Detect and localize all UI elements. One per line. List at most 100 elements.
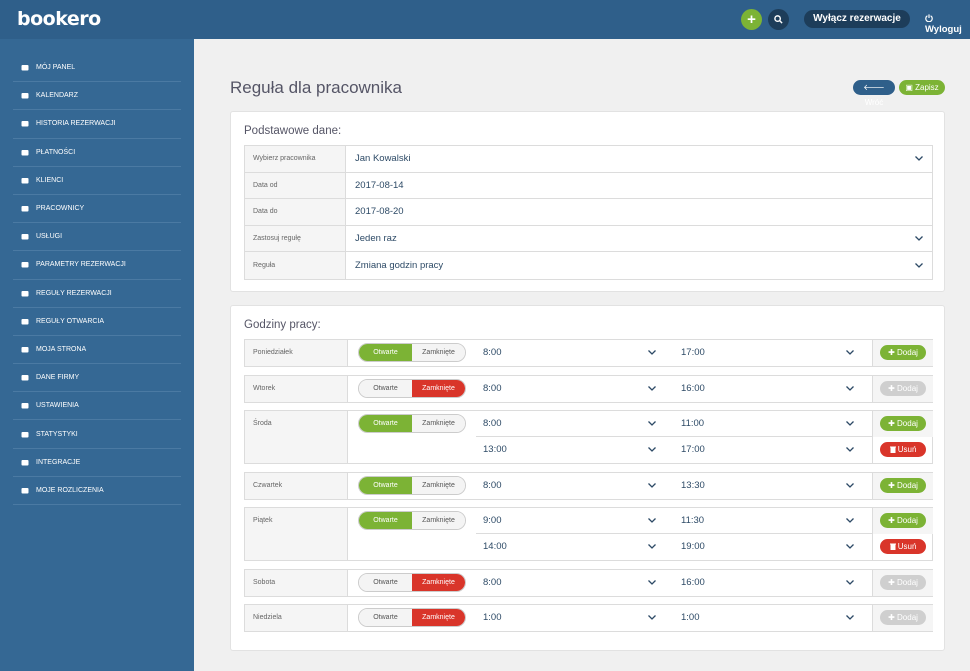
time-to-select[interactable]: 16:00 (674, 376, 860, 402)
add-slot-button[interactable]: ✚ Dodaj (880, 478, 926, 493)
sidebar-item[interactable]: STATYSTYKI (13, 420, 181, 449)
time-slot: 13:00 17:00 (476, 437, 872, 463)
form-input[interactable]: 2017-08-20 (346, 199, 932, 225)
time-to-select[interactable]: 11:30 (674, 508, 860, 534)
sidebar-item[interactable]: MÓJ PANEL (13, 54, 181, 83)
open-option[interactable]: Otwarte (359, 380, 412, 397)
app-logo[interactable]: bookero (17, 8, 101, 30)
time-to-select[interactable]: 17:00 (674, 340, 860, 366)
add-slot-button[interactable]: ✚ Dodaj (880, 381, 926, 396)
time-to-select[interactable]: 1:00 (674, 605, 860, 631)
form-input[interactable]: 2017-08-14 (346, 173, 932, 199)
time-value: 17:00 (681, 347, 705, 358)
search-button[interactable] (768, 9, 789, 30)
time-from-select[interactable]: 8:00 (476, 376, 662, 402)
closed-option[interactable]: Zamknięte (412, 609, 465, 626)
closed-option[interactable]: Zamknięte (412, 477, 465, 494)
time-from-select[interactable]: 8:00 (476, 570, 662, 596)
sidebar-item[interactable]: PARAMETRY REZERWACJI (13, 251, 181, 280)
credit-card-icon (21, 149, 29, 156)
time-to-select[interactable]: 16:00 (674, 570, 860, 596)
closed-option[interactable]: Zamknięte (412, 574, 465, 591)
sidebar-item[interactable]: DANE FIRMY (13, 364, 181, 393)
form-value-text: Zmiana godzin pracy (355, 260, 444, 272)
closed-option[interactable]: Zamknięte (412, 380, 465, 397)
add-slot-button[interactable]: ✚ Dodaj (880, 513, 926, 528)
chevron-down-icon (846, 386, 854, 391)
logout-button[interactable]: Wyloguj (925, 13, 970, 35)
time-from-select[interactable]: 14:00 (476, 534, 662, 560)
time-from-select[interactable]: 1:00 (476, 605, 662, 631)
open-closed-toggle[interactable]: Otwarte Zamknięte (358, 608, 466, 627)
time-from-select[interactable]: 9:00 (476, 508, 662, 534)
time-to-select[interactable]: 13:30 (674, 473, 860, 499)
cubes-icon (21, 233, 29, 240)
remove-slot-button[interactable]: Usuń (880, 539, 926, 554)
time-to-select[interactable]: 19:00 (674, 534, 860, 560)
save-button[interactable]: ▣ Zapisz (899, 80, 945, 95)
sidebar-item-label: DANE FIRMY (36, 374, 80, 382)
chevron-down-icon (915, 262, 923, 268)
remove-slot-button[interactable]: Usuń (880, 442, 926, 457)
open-option[interactable]: Otwarte (359, 415, 412, 432)
add-slot-button[interactable]: ✚ Dodaj (880, 345, 926, 360)
form-select[interactable]: Zmiana godzin pracy (346, 252, 932, 279)
time-to-select[interactable]: 11:00 (674, 411, 860, 437)
time-from-select[interactable]: 8:00 (476, 473, 662, 499)
form-select[interactable]: Jan Kowalski (346, 146, 932, 172)
time-from-select[interactable]: 13:00 (476, 437, 662, 463)
form-row: Data do 2017-08-20 (245, 199, 932, 226)
sidebar-item[interactable]: KLIENCI (13, 167, 181, 195)
sidebar-item[interactable]: MOJA STRONA (13, 336, 181, 365)
sidebar-item[interactable]: HISTORIA REZERWACJI (13, 110, 181, 139)
day-row: Piątek Otwarte Zamknięte 9:00 11:30 ✚ Dodaj 14… (244, 507, 933, 561)
closed-option[interactable]: Zamknięte (412, 512, 465, 529)
sidebar-item-label: REGUŁY OTWARCIA (36, 317, 105, 325)
time-value: 8:00 (483, 418, 502, 429)
time-from-select[interactable]: 8:00 (476, 411, 662, 437)
closed-option[interactable]: Zamknięte (412, 344, 465, 361)
open-option[interactable]: Otwarte (359, 574, 412, 591)
form-select[interactable]: Jeden raz (346, 226, 932, 252)
open-closed-toggle[interactable]: Otwarte Zamknięte (358, 414, 466, 433)
open-closed-toggle[interactable]: Otwarte Zamknięte (358, 573, 466, 592)
open-closed-toggle[interactable]: Otwarte Zamknięte (358, 379, 466, 398)
add-slot-button[interactable]: ✚ Dodaj (880, 575, 926, 590)
time-value: 13:00 (483, 444, 507, 455)
open-closed-toggle[interactable]: Otwarte Zamknięte (358, 511, 466, 530)
sidebar-item[interactable]: USTAWIENIA (13, 392, 181, 421)
time-from-select[interactable]: 8:00 (476, 340, 662, 366)
open-option[interactable]: Otwarte (359, 477, 412, 494)
back-button[interactable]: 🡐 Wróć (853, 80, 895, 107)
sidebar-item[interactable]: REGUŁY OTWARCIA (13, 308, 181, 336)
add-slot-button[interactable]: ✚ Dodaj (880, 416, 926, 431)
open-closed-toggle[interactable]: Otwarte Zamknięte (358, 476, 466, 495)
sidebar-item[interactable]: USŁUGI (13, 223, 181, 252)
add-slot-button[interactable]: ✚ Dodaj (880, 610, 926, 625)
trash-icon (889, 543, 896, 550)
sidebar-item[interactable]: PŁATNOŚCI (13, 139, 181, 167)
sidebar-item[interactable]: PRACOWNICY (13, 195, 181, 224)
open-option[interactable]: Otwarte (359, 344, 412, 361)
power-icon (925, 14, 933, 23)
closed-option[interactable]: Zamknięte (412, 415, 465, 432)
disable-reservations-button[interactable]: Wyłącz rezerwacje (804, 10, 910, 28)
time-to-select[interactable]: 17:00 (674, 437, 860, 463)
open-option[interactable]: Otwarte (359, 512, 412, 529)
sidebar-item[interactable]: KALENDARZ (13, 82, 181, 111)
open-option[interactable]: Otwarte (359, 609, 412, 626)
time-slot: 8:00 13:30 (476, 473, 872, 499)
sidebar-item[interactable]: MOJE ROZLICZENIA (13, 477, 181, 505)
day-label: Sobota (245, 570, 348, 596)
users-icon (21, 177, 29, 184)
open-closed-toggle[interactable]: Otwarte Zamknięte (358, 343, 466, 362)
time-value: 11:30 (681, 515, 705, 526)
form-row: Reguła Zmiana godzin pracy (245, 252, 932, 279)
slot-actions: ✚ Dodaj (872, 340, 933, 366)
quick-add-button[interactable]: + (741, 9, 762, 30)
chevron-down-icon (846, 421, 854, 426)
sidebar-item[interactable]: REGUŁY REZERWACJI (13, 280, 181, 308)
sidebar-item[interactable]: INTEGRACJE (13, 449, 181, 477)
slot-actions: ✚ Dodaj (872, 376, 933, 402)
plus-icon: ✚ (888, 578, 895, 587)
